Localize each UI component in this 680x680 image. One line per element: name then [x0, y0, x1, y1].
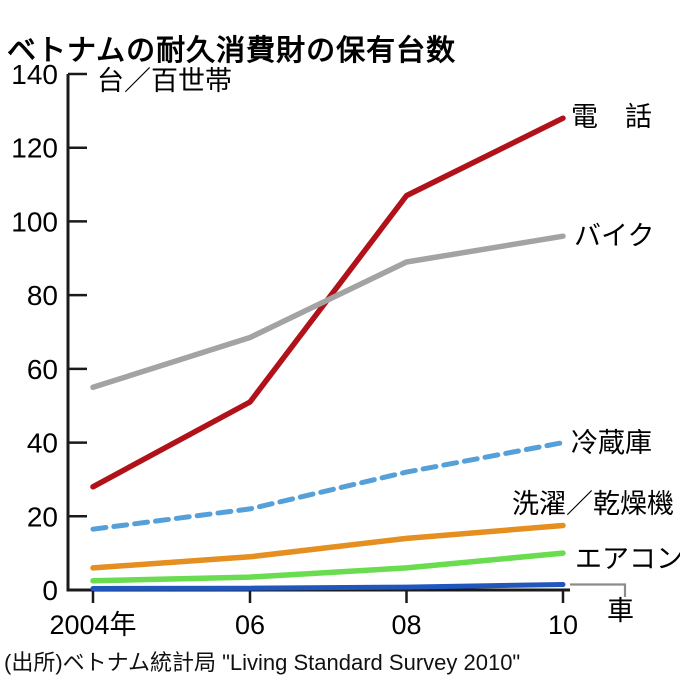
y-tick-label: 60 — [27, 354, 58, 385]
series-label-phone: 電 話 — [571, 102, 652, 132]
y-axis-unit-label: 台／百世帯 — [97, 66, 232, 96]
series-label-motorbike: バイク — [574, 221, 655, 251]
series-label-car: 車 — [607, 596, 634, 626]
x-tick-label: 10 — [548, 610, 578, 640]
x-tick-label: 2004年 — [49, 610, 136, 640]
source-note: (出所)ベトナム統計局 "Living Standard Survey 2010… — [4, 650, 521, 675]
series-label-refrigerator: 冷蔵庫 — [571, 428, 652, 458]
y-tick-label: 100 — [11, 206, 58, 237]
y-tick-label: 120 — [11, 133, 58, 164]
y-tick-label: 140 — [11, 59, 58, 90]
series-label-air-conditioner: エアコン — [575, 544, 680, 574]
series-label-washer-dryer: 洗濯／乾燥機 — [512, 489, 674, 519]
series-line-refrigerator — [90, 440, 566, 532]
chart-title: ベトナムの耐久消費財の保有台数 — [7, 35, 457, 68]
series-line-motorbike — [90, 233, 566, 391]
x-tick-label: 08 — [391, 610, 421, 640]
series-line-air-conditioner — [90, 550, 566, 584]
y-tick-label: 80 — [27, 280, 58, 311]
car-label-leader-line — [570, 583, 627, 597]
x-tick-label: 06 — [235, 610, 265, 640]
series-line-washer-dryer — [90, 522, 566, 571]
y-tick-label: 20 — [27, 501, 58, 532]
y-tick-label: 0 — [42, 575, 58, 606]
series-line-car — [90, 582, 566, 591]
y-tick-label: 40 — [27, 428, 58, 459]
